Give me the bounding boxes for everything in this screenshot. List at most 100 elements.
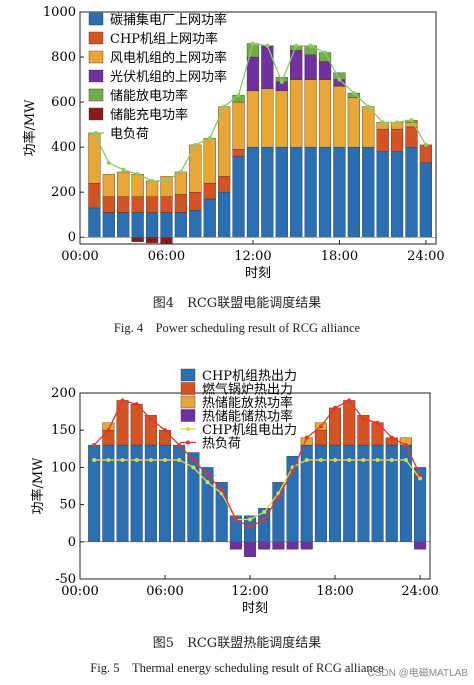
bar-segment: [318, 146, 332, 238]
bar-segment: [218, 176, 231, 193]
line-point: [250, 41, 255, 46]
series-line: [93, 42, 427, 182]
line-point: [148, 417, 153, 422]
watermark: CSDN @电磁MATLAB: [367, 668, 468, 679]
line-point: [318, 457, 323, 462]
bar-segment: [88, 182, 101, 209]
line-point: [121, 167, 126, 172]
line-point: [409, 118, 414, 123]
line-point: [106, 457, 111, 462]
plot-frame: [79, 11, 437, 245]
bar-segment: [318, 61, 332, 80]
line-point: [290, 469, 295, 474]
fig4-caption-cn: 图4 RCG联盟电能调度结果: [152, 296, 322, 311]
bar-segment: [174, 171, 187, 195]
legend-label: 热储能放热功率: [202, 395, 293, 411]
bar-segment: [261, 45, 274, 89]
bar-segment: [145, 180, 159, 197]
line-point: [150, 178, 155, 183]
line-point: [134, 457, 139, 462]
y-tick-label: -50: [55, 572, 76, 587]
line-point: [389, 457, 394, 462]
bar-segment: [145, 237, 159, 244]
line-point: [193, 142, 198, 147]
bar-segment: [174, 194, 187, 213]
legend-swatch: [88, 88, 104, 102]
line-point: [308, 43, 313, 48]
y-tick-label: 200: [51, 386, 76, 401]
bar-segment: [414, 541, 427, 550]
bar-segment: [246, 56, 260, 92]
series-line: [94, 459, 421, 521]
line-point: [333, 457, 338, 462]
plot-frame: [79, 392, 431, 580]
power-scheduling-chart: 0 200 400 600 800 1000 00:00 06:00 12:00 18:00 24:…: [22, 5, 445, 281]
x-tick-label: 06:00: [146, 584, 183, 599]
line-point: [375, 457, 380, 462]
bar-segment: [304, 146, 317, 238]
bar-segment: [333, 86, 346, 148]
y-tick-label: 0: [68, 535, 76, 550]
bar-segment: [160, 212, 173, 238]
bar-segment: [405, 146, 418, 238]
bar-segment: [131, 212, 144, 238]
bar-segment: [131, 173, 144, 197]
x-tick-label: 24:00: [401, 584, 438, 599]
bar-segment: [131, 237, 144, 242]
y-axis-label: 功率/MW: [30, 457, 46, 515]
line-point: [294, 43, 299, 48]
bar-segment: [117, 212, 130, 238]
line-point: [403, 457, 408, 462]
bar-segment: [300, 541, 313, 550]
x-tick-label: 12:00: [231, 584, 268, 599]
y-tick-label: 200: [51, 185, 76, 200]
bar-segment: [189, 191, 202, 211]
line-point: [205, 480, 210, 485]
line-point: [347, 457, 352, 462]
bar-segment: [261, 88, 274, 148]
bar-segment: [390, 128, 404, 152]
legend-label: 储能放电功率: [110, 88, 188, 104]
x-tick-label: 00:00: [61, 249, 98, 264]
bar-segment: [290, 79, 303, 148]
line-point: [236, 93, 241, 98]
bar-segment: [232, 101, 245, 150]
bar-segment: [343, 400, 356, 446]
y-tick-label: 0: [68, 230, 76, 245]
thermal-scheduling-chart: -50 0 50 100 150 200 00:00 06:00 12:00 18:00 24:00…: [30, 368, 439, 616]
line-point: [418, 472, 423, 477]
bar-segment: [376, 128, 389, 152]
line-point: [276, 495, 281, 500]
bar-segment: [258, 541, 271, 550]
line-point: [135, 172, 140, 177]
bar-segment: [275, 146, 288, 238]
legend-label: 碳捕集电厂上网功率: [110, 12, 227, 28]
legend-label: CHP机组热出力: [202, 369, 297, 384]
line-point: [191, 457, 196, 462]
legend-label: CHP机组上网功率: [110, 31, 218, 47]
line-point: [248, 517, 253, 522]
line-point: [265, 43, 270, 48]
legend-marker: [94, 131, 98, 135]
line-point: [120, 457, 125, 462]
line-point: [318, 424, 323, 429]
bar-segment: [203, 182, 216, 200]
bar-segment: [272, 482, 285, 542]
bar-segment: [275, 90, 288, 148]
line-point: [347, 398, 352, 403]
y-tick-label: 600: [51, 95, 76, 110]
bar-segment: [347, 146, 360, 238]
bar-segment: [117, 196, 130, 213]
bar-segment: [174, 212, 187, 238]
bar-segment: [362, 106, 375, 148]
line-point: [92, 457, 97, 462]
bar-segment: [232, 149, 245, 157]
bar-segment: [246, 146, 260, 238]
x-tick-label: 24:00: [407, 249, 444, 264]
fig5-caption-cn: 图5 RCG联盟热能调度结果: [152, 636, 322, 651]
bar-segment: [357, 415, 370, 446]
line-point: [233, 517, 238, 522]
line-point: [92, 443, 97, 448]
line-point: [361, 417, 366, 422]
bar-segment: [203, 198, 216, 238]
